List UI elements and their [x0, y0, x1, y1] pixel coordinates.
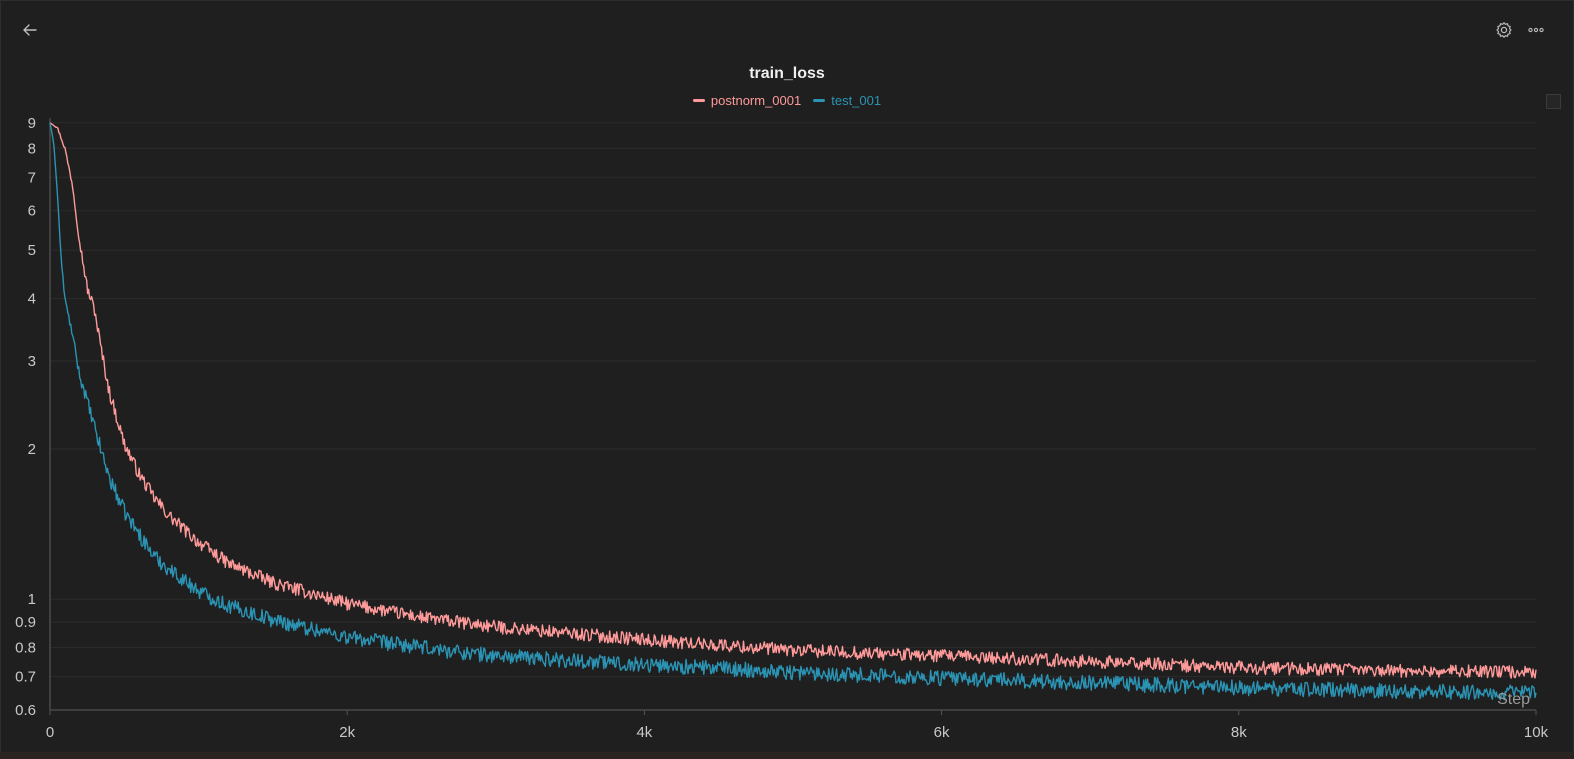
- x-tick-label: 0: [46, 724, 54, 741]
- y-tick-label: 0.6: [15, 702, 36, 719]
- legend-swatch: [692, 99, 705, 102]
- gear-icon: [1495, 21, 1513, 39]
- chart-legend: postnorm_0001 test_001: [0, 93, 1574, 108]
- x-tick-label: 2k: [339, 724, 355, 741]
- y-tick-label: 0.8: [15, 640, 36, 657]
- legend-toggle-checkbox[interactable]: [1546, 94, 1561, 109]
- legend-swatch: [813, 99, 826, 102]
- panel-toolbar: [0, 0, 1574, 60]
- legend-item-postnorm[interactable]: postnorm_0001: [692, 93, 802, 108]
- x-tick-label: 8k: [1231, 724, 1247, 741]
- more-options-button[interactable]: [1522, 16, 1550, 44]
- x-tick-label: 10k: [1524, 724, 1549, 741]
- y-tick-label: 0.9: [15, 614, 36, 631]
- chart-title: train_loss: [749, 65, 825, 82]
- bottom-edge-strip: [0, 752, 1574, 759]
- y-tick-label: 4: [28, 291, 36, 308]
- series-line-1: [49, 122, 1537, 701]
- more-horizontal-icon: [1527, 21, 1545, 39]
- y-tick-label: 7: [28, 169, 36, 186]
- y-tick-label: 8: [28, 140, 36, 157]
- back-button[interactable]: [16, 16, 44, 44]
- y-tick-label: 9: [28, 115, 36, 132]
- x-axis-title: Step: [1497, 691, 1530, 708]
- series-line-0: [49, 122, 1537, 679]
- y-tick-label: 6: [28, 203, 36, 220]
- y-tick-label: 2: [28, 441, 36, 458]
- x-tick-label: 4k: [636, 724, 652, 741]
- x-tick-label: 6k: [934, 724, 950, 741]
- legend-label: test_001: [831, 93, 882, 108]
- y-tick-label: 0.7: [15, 669, 36, 686]
- y-tick-label: 3: [28, 353, 36, 370]
- arrow-left-icon: [22, 22, 38, 38]
- legend-item-test[interactable]: test_001: [813, 93, 881, 108]
- legend-label: postnorm_0001: [710, 93, 802, 108]
- y-tick-label: 1: [28, 591, 36, 608]
- settings-button[interactable]: [1490, 16, 1518, 44]
- y-tick-label: 5: [28, 242, 36, 259]
